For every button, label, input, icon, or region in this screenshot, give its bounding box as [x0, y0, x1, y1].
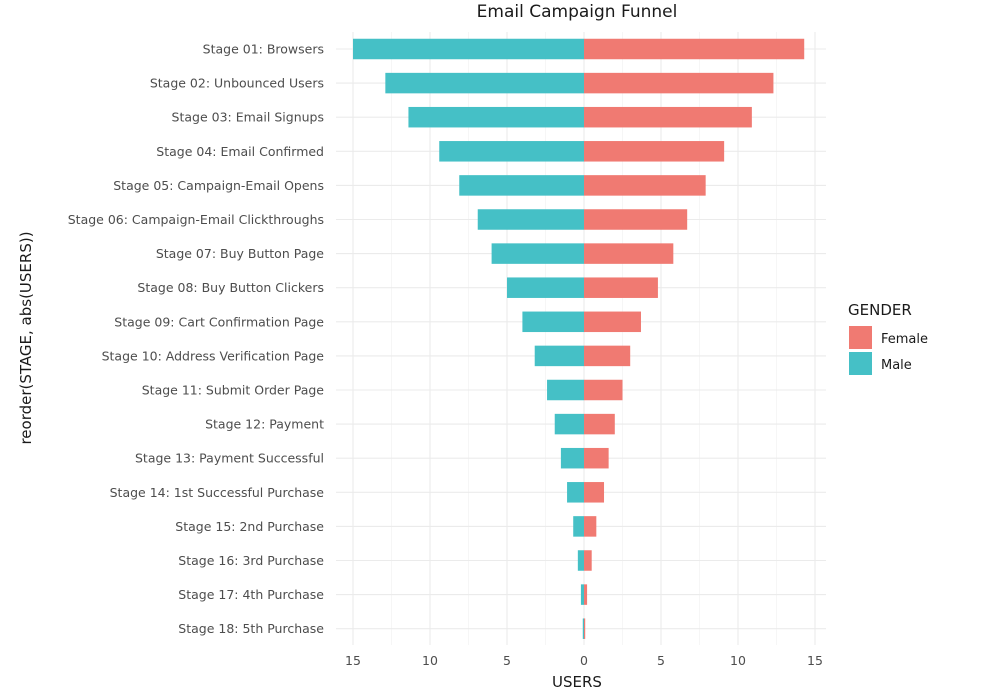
x-tick-label: 0 — [580, 653, 588, 668]
y-tick-label: Stage 14: 1st Successful Purchase — [110, 485, 325, 500]
legend-title: GENDER — [848, 301, 912, 319]
y-tick-label: Stage 10: Address Verification Page — [102, 348, 325, 363]
bar-male-4 — [439, 141, 584, 162]
legend: GENDER Female Male — [848, 301, 928, 375]
bar-female-18 — [584, 618, 586, 639]
bar-male-8 — [507, 277, 584, 298]
x-tick-label: 5 — [657, 653, 665, 668]
legend-label-male: Male — [881, 358, 912, 373]
y-tick-label: Stage 05: Campaign-Email Opens — [113, 178, 324, 193]
bar-female-3 — [584, 106, 752, 128]
y-tick-label: Stage 01: Browsers — [203, 42, 324, 57]
bar-male-5 — [459, 175, 584, 196]
bar-female-2 — [584, 72, 774, 94]
bar-female-15 — [584, 516, 597, 537]
x-tick-labels: 15 10 5 0 5 10 15 — [345, 653, 823, 668]
bar-male-11 — [547, 379, 584, 401]
bar-male-6 — [477, 209, 584, 230]
bar-female-12 — [584, 413, 615, 435]
bar-female-11 — [584, 379, 623, 401]
bar-female-16 — [584, 550, 592, 571]
y-tick-label: Stage 17: 4th Purchase — [178, 587, 324, 602]
y-tick-label: Stage 15: 2nd Purchase — [175, 519, 324, 534]
bar-female-14 — [584, 482, 605, 503]
bar-male-9 — [522, 311, 584, 333]
bar-female-5 — [584, 175, 706, 196]
y-tick-label: Stage 06: Campaign-Email Clickthroughs — [68, 212, 324, 227]
x-tick-label: 15 — [807, 653, 823, 668]
y-tick-label: Stage 12: Payment — [205, 417, 324, 432]
bar-female-10 — [584, 345, 631, 367]
bar-female-7 — [584, 243, 674, 264]
bar-male-18 — [582, 618, 584, 639]
legend-key-male — [849, 352, 872, 375]
bar-male-17 — [580, 584, 584, 605]
chart-title: Email Campaign Funnel — [477, 2, 678, 22]
bar-male-10 — [534, 345, 584, 367]
y-tick-label: Stage 18: 5th Purchase — [178, 621, 324, 636]
bar-male-12 — [554, 413, 584, 435]
y-tick-label: Stage 04: Email Confirmed — [156, 144, 324, 159]
bar-female-4 — [584, 141, 725, 162]
bar-female-1 — [584, 38, 805, 60]
bars — [353, 38, 805, 639]
y-axis-title: reorder(STAGE, abs(USERS)) — [17, 231, 35, 444]
x-tick-label: 15 — [345, 653, 361, 668]
x-axis-title: USERS — [552, 673, 602, 691]
y-tick-label: Stage 07: Buy Button Page — [156, 246, 324, 261]
y-tick-labels: Stage 01: Browsers Stage 02: Unbounced Us… — [68, 42, 325, 637]
legend-label-female: Female — [881, 332, 928, 347]
bar-female-17 — [584, 584, 588, 605]
y-tick-label: Stage 13: Payment Successful — [135, 451, 324, 466]
bar-male-7 — [491, 243, 584, 264]
bar-male-13 — [560, 447, 584, 469]
y-tick-label: Stage 02: Unbounced Users — [150, 76, 324, 91]
bar-female-6 — [584, 209, 688, 230]
bar-male-1 — [353, 38, 584, 60]
y-tick-label: Stage 08: Buy Button Clickers — [137, 280, 324, 295]
bar-female-8 — [584, 277, 658, 298]
y-tick-label: Stage 03: Email Signups — [172, 110, 324, 125]
legend-key-female — [849, 326, 872, 349]
x-tick-label: 10 — [422, 653, 438, 668]
y-tick-label: Stage 11: Submit Order Page — [142, 383, 325, 398]
x-tick-label: 10 — [730, 653, 746, 668]
bar-male-14 — [567, 482, 584, 503]
x-tick-label: 5 — [503, 653, 511, 668]
bar-female-9 — [584, 311, 641, 333]
bar-male-15 — [573, 516, 584, 537]
y-tick-label: Stage 16: 3rd Purchase — [178, 553, 324, 568]
bar-male-2 — [385, 72, 584, 94]
bar-male-3 — [408, 106, 584, 128]
y-tick-label: Stage 09: Cart Confirmation Page — [114, 314, 324, 329]
bar-male-16 — [577, 550, 584, 571]
bar-female-13 — [584, 447, 609, 469]
